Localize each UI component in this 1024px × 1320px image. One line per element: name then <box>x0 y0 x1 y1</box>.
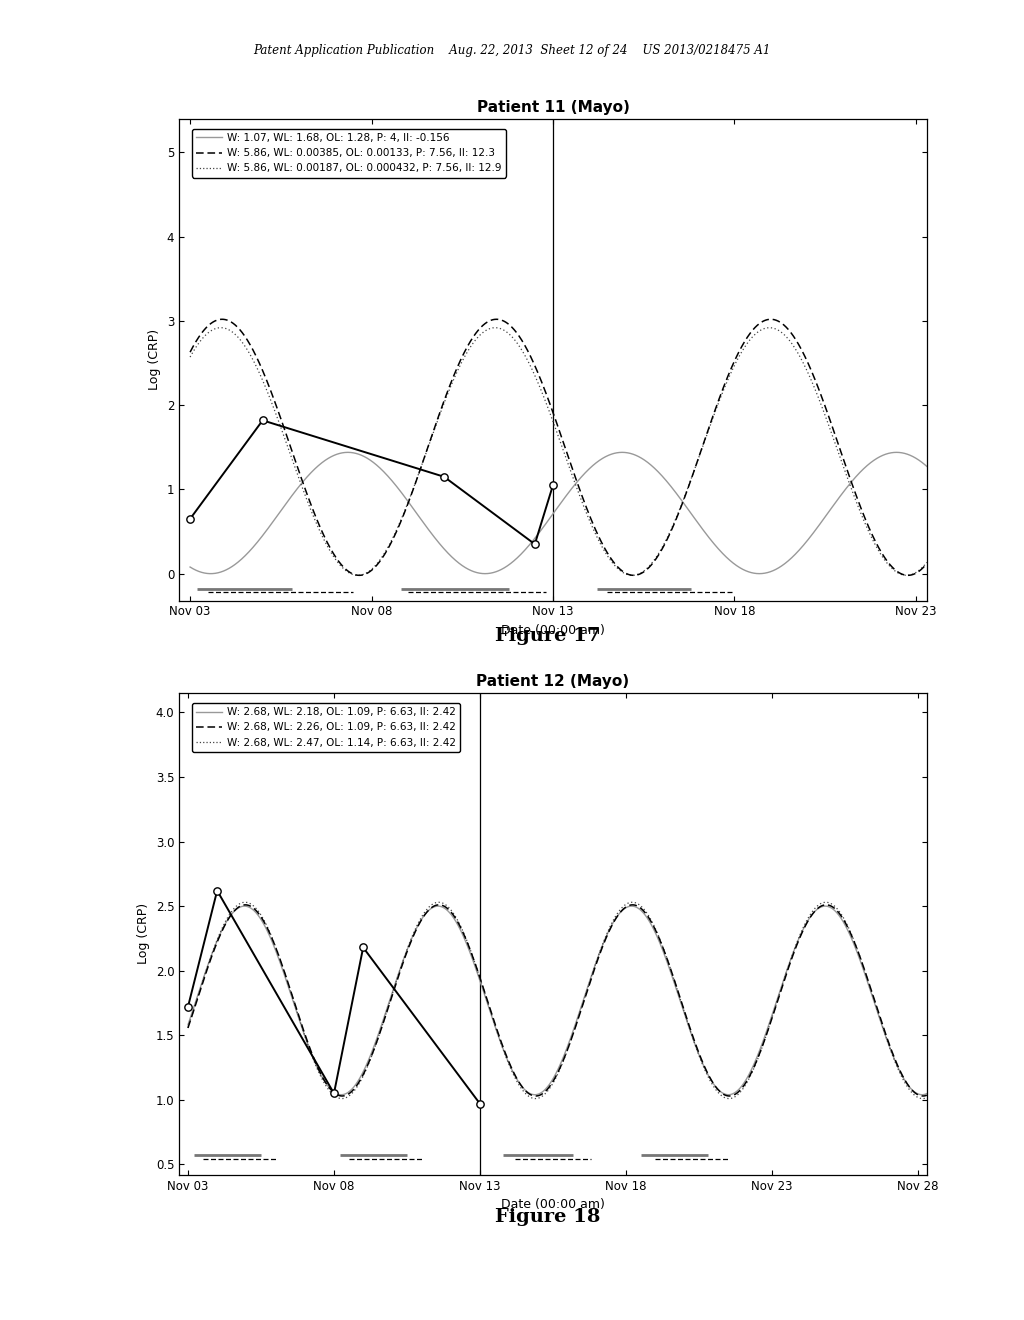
Legend: W: 2.68, WL: 2.18, OL: 1.09, P: 6.63, II: 2.42, W: 2.68, WL: 2.26, OL: 1.09, P: : W: 2.68, WL: 2.18, OL: 1.09, P: 6.63, II… <box>191 704 461 752</box>
Point <box>545 475 561 496</box>
Point <box>355 937 372 958</box>
Text: Patent Application Publication    Aug. 22, 2013  Sheet 12 of 24    US 2013/02184: Patent Application Publication Aug. 22, … <box>253 44 771 57</box>
Title: Patient 12 (Mayo): Patient 12 (Mayo) <box>476 675 630 689</box>
Point <box>180 997 197 1018</box>
Text: Figure 17: Figure 17 <box>496 627 600 645</box>
Legend: W: 1.07, WL: 1.68, OL: 1.28, P: 4, II: -0.156, W: 5.86, WL: 0.00385, OL: 0.00133: W: 1.07, WL: 1.68, OL: 1.28, P: 4, II: -… <box>191 129 506 178</box>
Title: Patient 11 (Mayo): Patient 11 (Mayo) <box>476 100 630 115</box>
Point <box>255 409 271 430</box>
Point <box>436 466 453 487</box>
Point <box>472 1093 488 1114</box>
Point <box>209 880 225 902</box>
Point <box>326 1082 342 1104</box>
Point <box>182 508 199 529</box>
Y-axis label: Log (CRP): Log (CRP) <box>137 903 151 965</box>
X-axis label: Date (00:00 am): Date (00:00 am) <box>501 624 605 638</box>
Point <box>526 533 543 554</box>
Text: Figure 18: Figure 18 <box>496 1208 600 1226</box>
Y-axis label: Log (CRP): Log (CRP) <box>148 329 162 391</box>
X-axis label: Date (00:00 am): Date (00:00 am) <box>501 1199 605 1212</box>
